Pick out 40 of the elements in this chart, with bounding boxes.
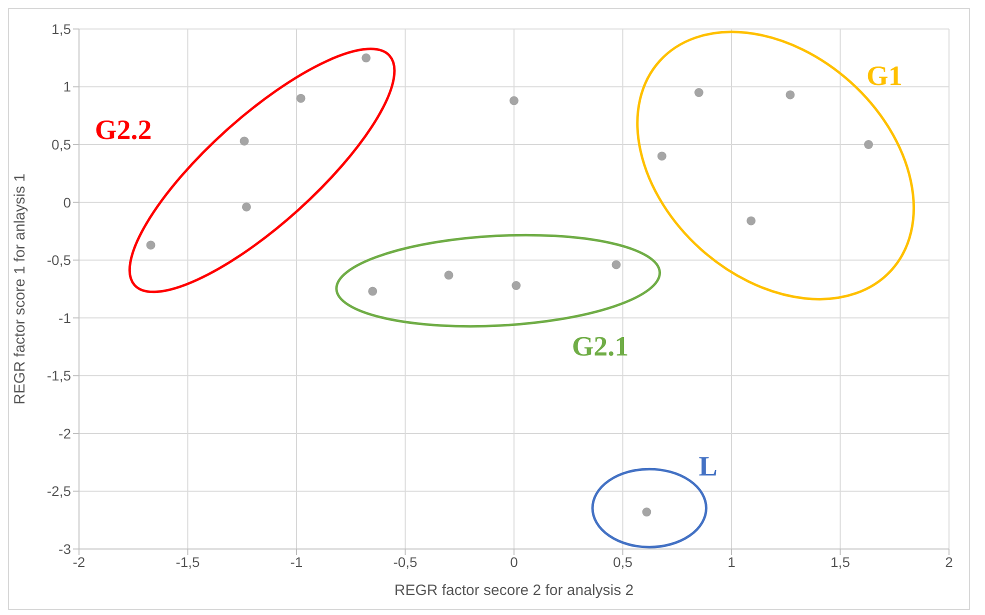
point bbox=[746, 216, 756, 226]
point bbox=[612, 260, 621, 270]
y-tick-label: -0,5 bbox=[46, 252, 72, 268]
point bbox=[242, 202, 251, 212]
x-tick-label: 0 bbox=[510, 554, 518, 570]
x-tick-label: 1 bbox=[728, 554, 736, 570]
point bbox=[786, 90, 795, 100]
point bbox=[512, 281, 521, 290]
point bbox=[864, 140, 874, 150]
x-tick-label: -1 bbox=[290, 554, 303, 570]
x-tick-label: -0,5 bbox=[393, 554, 418, 570]
point bbox=[240, 136, 249, 146]
y-axis-title: REGR factor score 1 for anlaysis 1 bbox=[11, 174, 28, 404]
y-tick-label: 0 bbox=[63, 194, 72, 210]
point bbox=[296, 94, 306, 103]
x-axis-title: REGR factor secore 2 for analysis 2 bbox=[394, 582, 634, 599]
y-tick-label: 1,5 bbox=[52, 20, 72, 37]
y-tick-label: 1 bbox=[63, 78, 72, 95]
point bbox=[444, 270, 454, 280]
y-tick-label: -2,5 bbox=[46, 483, 72, 500]
point bbox=[642, 508, 652, 517]
y-tick-label: 0,5 bbox=[52, 136, 72, 153]
point bbox=[657, 152, 666, 161]
y-tick-label: -3 bbox=[58, 540, 72, 557]
y-tick-label: -1,5 bbox=[46, 368, 72, 384]
point bbox=[510, 96, 518, 106]
y-tick-label: -1 bbox=[58, 310, 72, 326]
x-tick-label: 0,5 bbox=[613, 554, 633, 570]
x-tick-label: 1,5 bbox=[830, 554, 850, 570]
point bbox=[368, 286, 378, 296]
point bbox=[146, 240, 156, 250]
annotation: G2.2 bbox=[94, 114, 152, 146]
point bbox=[694, 88, 704, 98]
annotation: G1 bbox=[866, 61, 902, 92]
x-tick-label: -1,5 bbox=[176, 554, 200, 570]
y-tick-label: -2 bbox=[58, 425, 72, 442]
x-tick-label: 2 bbox=[945, 554, 954, 570]
point bbox=[362, 53, 371, 62]
annotation: L bbox=[698, 451, 718, 482]
annotation: G2.1 bbox=[572, 331, 629, 362]
